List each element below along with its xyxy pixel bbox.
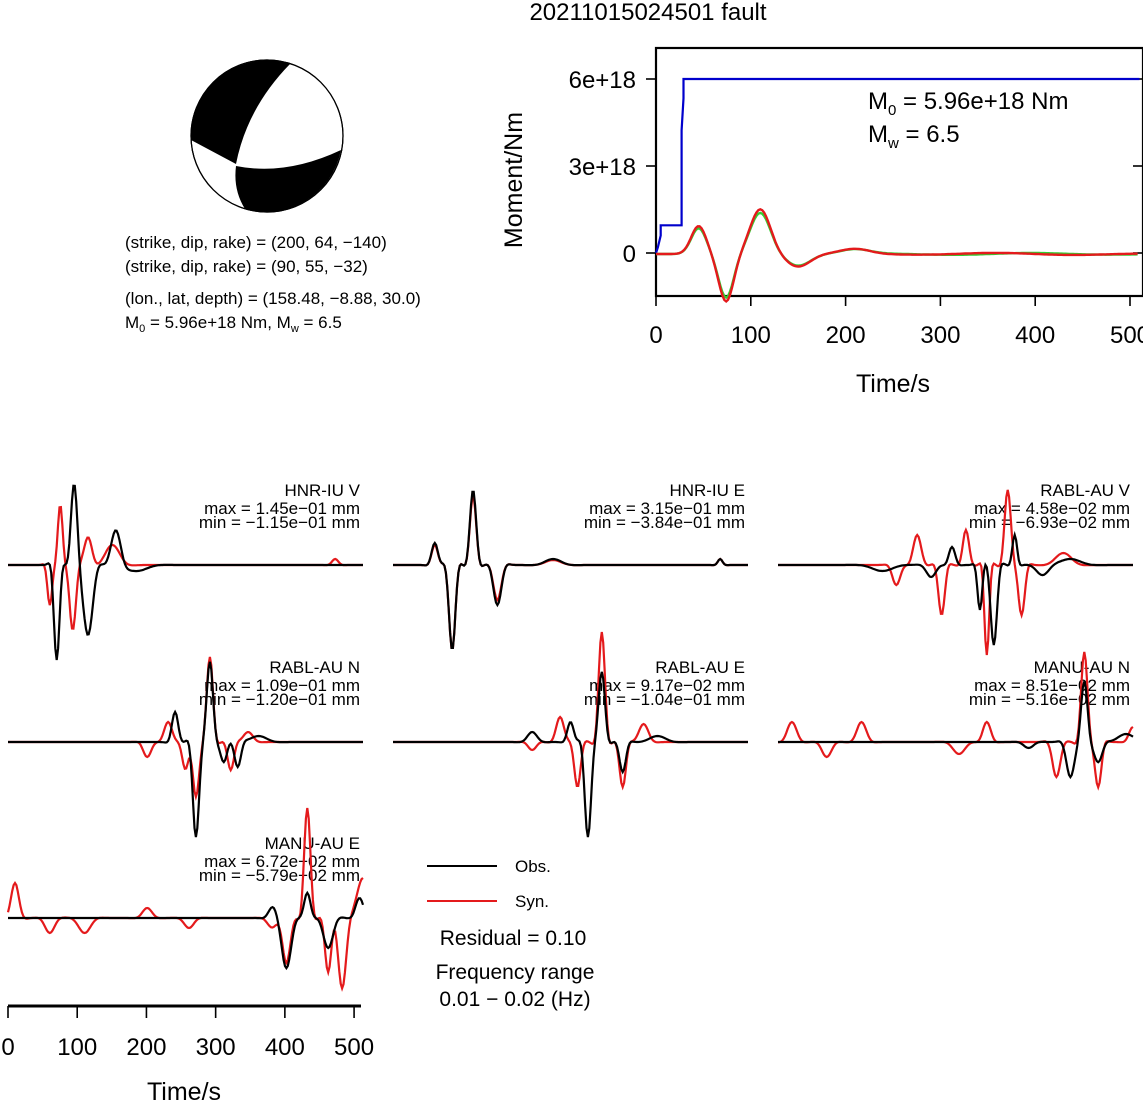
- waveform-x-tick-label: 200: [126, 1034, 166, 1061]
- max-label: max = 9.17e−02 mm: [589, 676, 745, 695]
- moment-x-tick-label: 100: [731, 322, 771, 349]
- max-label: max = 1.45e−01 mm: [204, 499, 360, 518]
- nodal-plane-1: (strike, dip, rake) = (200, 64, −140): [125, 233, 387, 252]
- station-label: RABL-AU V: [1040, 481, 1130, 500]
- station-label: RABL-AU N: [269, 658, 360, 677]
- moment-curves: [654, 77, 1140, 303]
- moment-y-label: Moment/Nm: [500, 112, 528, 248]
- station-label: HNR-IU E: [669, 481, 745, 500]
- moment-x-axis: 0 100 200 300 400 500: [649, 296, 1143, 349]
- moment-x-tick-label: 500: [1110, 322, 1143, 349]
- legend: Obs. Syn. Residual = 0.10 Frequency rang…: [427, 857, 594, 1011]
- station-label: HNR-IU V: [284, 481, 360, 500]
- moment-plot-frame: [654, 46, 1143, 298]
- waveform-x-tick-label: 0: [1, 1034, 14, 1061]
- max-label: max = 8.51e−02 mm: [974, 676, 1130, 695]
- cumulative-moment-line: [654, 77, 1140, 254]
- station-label: RABL-AU E: [655, 658, 745, 677]
- min-label: min = −1.04e−01 mm: [584, 690, 745, 709]
- observed-trace: [393, 671, 748, 838]
- beachball: [190, 59, 344, 213]
- min-label: min = −1.15e−01 mm: [199, 513, 360, 532]
- observed-trace: [778, 530, 1133, 646]
- moment-y-axis: 0 3e+18 6e+18: [569, 67, 1143, 268]
- waveform-x-tick-label: 300: [196, 1034, 236, 1061]
- min-label: min = −6.93e−02 mm: [969, 513, 1130, 532]
- moment-time-panel: 0 3e+18 6e+18 0 100 200 300 400 500 Moment/Nm T…: [500, 46, 1143, 398]
- min-label: min = −5.16e−02 mm: [969, 690, 1130, 709]
- observed-trace: [8, 661, 363, 838]
- min-label: min = −1.20e−01 mm: [199, 690, 360, 709]
- observed-trace: [8, 890, 365, 971]
- figure-title: 20211015024501 fault: [529, 0, 766, 26]
- moment-x-label: Time/s: [856, 370, 930, 398]
- waveform-x-axis: 0 100 200 300 400 500: [1, 1004, 374, 1061]
- min-label: min = −3.84e−01 mm: [584, 513, 745, 532]
- moment-x-tick-label: 0: [649, 322, 662, 349]
- observed-trace: [8, 484, 363, 661]
- synthetic-trace: [393, 631, 748, 791]
- waveform-x-tick-label: 500: [334, 1034, 374, 1061]
- moment-x-tick-label: 300: [920, 322, 960, 349]
- moment-summary: M0 = 5.96e+18 Nm, Mw = 6.5: [125, 313, 342, 335]
- max-label: max = 3.15e−01 mm: [589, 499, 745, 518]
- moment-y-tick-label: 6e+18: [569, 67, 636, 94]
- observed-trace: [393, 490, 748, 649]
- m0-annotation: M0 = 5.96e+18 Nm: [868, 88, 1068, 119]
- hypocenter-text: (lon., lat, depth) = (158.48, −8.88, 30.…: [125, 289, 421, 308]
- max-label: max = 6.72e−02 mm: [204, 852, 360, 871]
- residual-text: Residual = 0.10: [440, 927, 587, 950]
- moment-x-tick-label: 400: [1015, 322, 1055, 349]
- waveform-x-tick-label: 400: [265, 1034, 305, 1061]
- max-label: max = 1.09e−01 mm: [204, 676, 360, 695]
- station-label: MANU-AU E: [265, 834, 360, 853]
- observed-trace: [778, 681, 1134, 780]
- frequency-title: Frequency range: [436, 961, 595, 984]
- nodal-plane-2: (strike, dip, rake) = (90, 55, −32): [125, 257, 368, 276]
- waveform-x-tick-label: 100: [57, 1034, 97, 1061]
- moment-y-tick-label: 3e+18: [569, 154, 636, 181]
- min-label: min = −5.79e−02 mm: [199, 866, 360, 885]
- waveform-x-label: Time/s: [147, 1078, 221, 1104]
- moment-trace-red: [656, 207, 1138, 303]
- frequency-range: 0.01 − 0.02 (Hz): [439, 988, 590, 1011]
- max-label: max = 4.58e−02 mm: [974, 499, 1130, 518]
- legend-obs-label: Obs.: [515, 857, 551, 876]
- legend-syn-label: Syn.: [515, 892, 549, 911]
- moment-x-tick-label: 200: [826, 322, 866, 349]
- mw-annotation: Mw = 6.5: [868, 121, 960, 152]
- moment-y-tick-label: 0: [623, 241, 636, 268]
